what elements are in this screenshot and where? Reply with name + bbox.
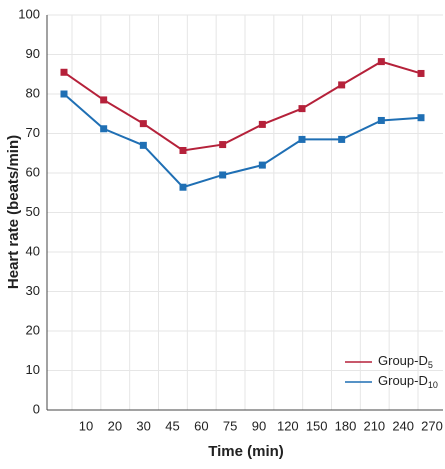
series-line [63, 93, 422, 189]
marker [417, 114, 425, 122]
x-tick-label: 60 [194, 418, 208, 433]
marker [417, 69, 425, 77]
marker [139, 120, 147, 128]
marker [219, 171, 227, 179]
marker [179, 183, 187, 191]
marker [139, 141, 147, 149]
marker [258, 161, 266, 169]
marker [219, 141, 227, 149]
legend-subscript: 10 [428, 380, 438, 390]
marker [179, 146, 187, 154]
x-tick-label: 30 [136, 418, 150, 433]
marker [100, 125, 108, 133]
y-axis-title: Heart rate (beats/min) [5, 135, 22, 289]
y-tick-label: 50 [26, 204, 40, 219]
legend-name: Group-D [378, 373, 428, 388]
y-tick-label: 20 [26, 322, 40, 337]
marker [60, 90, 68, 98]
x-tick-label: 150 [306, 418, 328, 433]
x-tick-label: 20 [108, 418, 122, 433]
marker [377, 58, 385, 66]
y-tick-label: 90 [26, 46, 40, 61]
marker [258, 120, 266, 128]
marker [298, 105, 306, 113]
legend-label: Group-D10 [378, 373, 438, 390]
x-tick-label: 240 [392, 418, 414, 433]
x-tick-label: 120 [277, 418, 299, 433]
legend-subscript: 5 [428, 360, 433, 370]
x-axis-title: Time (min) [208, 443, 284, 460]
y-tick-label: 30 [26, 283, 40, 298]
y-tick-label: 0 [33, 401, 40, 416]
series-line [63, 60, 422, 152]
y-tick-label: 70 [26, 125, 40, 140]
legend-label: Group-D5 [378, 353, 433, 370]
x-tick-label: 180 [335, 418, 357, 433]
x-tick-label: 210 [363, 418, 385, 433]
x-tick-label: 90 [252, 418, 266, 433]
x-tick-label: 75 [223, 418, 237, 433]
y-tick-label: 10 [26, 362, 40, 377]
y-tick-label: 100 [18, 6, 40, 21]
marker [338, 81, 346, 89]
marker [100, 96, 108, 104]
marker [338, 135, 346, 143]
y-tick-label: 40 [26, 243, 40, 258]
y-tick-label: 80 [26, 85, 40, 100]
x-tick-label: 10 [79, 418, 93, 433]
x-tick-label: 270 [421, 418, 443, 433]
x-tick-label: 45 [165, 418, 179, 433]
marker [60, 68, 68, 76]
marker [298, 135, 306, 143]
legend-name: Group-D [378, 353, 428, 368]
y-tick-label: 60 [26, 164, 40, 179]
marker [377, 116, 385, 124]
